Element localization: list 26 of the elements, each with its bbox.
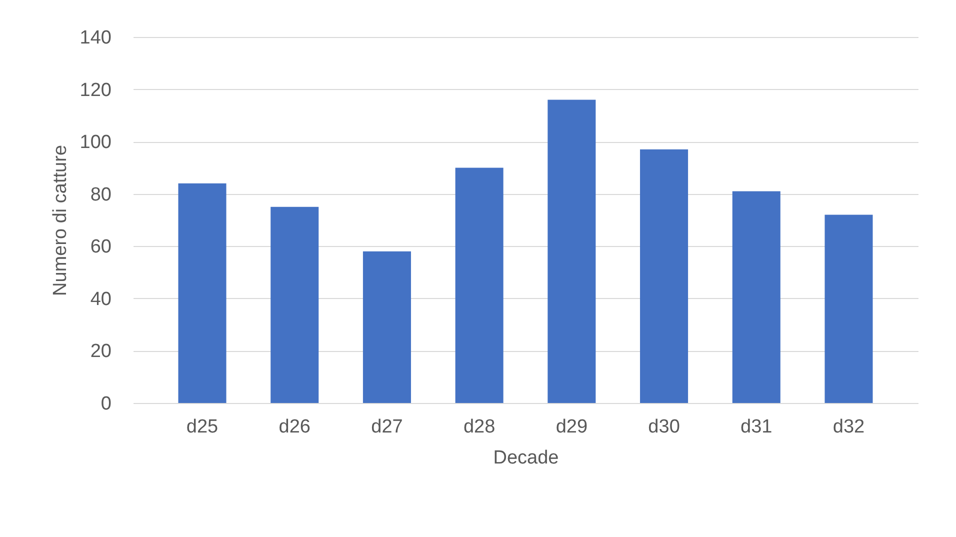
x-tick-label: d32	[832, 416, 865, 438]
y-axis-title: Numero di catture	[50, 144, 71, 296]
bar	[362, 251, 411, 403]
y-tick-label: 80	[90, 184, 112, 206]
bar	[455, 168, 504, 403]
x-tick-label: d25	[186, 416, 218, 438]
y-tick-label: 140	[80, 28, 112, 48]
bar	[548, 100, 596, 403]
bar	[824, 214, 873, 403]
x-tick-label: d27	[371, 416, 403, 438]
x-tick-label: d30	[648, 416, 680, 438]
bar	[640, 149, 688, 403]
y-tick-label: 120	[80, 80, 112, 101]
x-tick-label: d31	[740, 416, 772, 438]
bar	[732, 191, 780, 403]
y-tick-label: 0	[100, 394, 112, 414]
y-tick-label: 40	[90, 288, 112, 310]
y-tick-label: 20	[90, 341, 112, 362]
y-tick-label: 100	[80, 132, 112, 154]
x-axis-title: Decade	[493, 448, 559, 468]
bar	[270, 206, 319, 403]
y-tick-label: 60	[90, 236, 112, 258]
x-tick-label: d29	[556, 416, 588, 438]
x-tick-label: d26	[278, 416, 310, 438]
x-tick-label: d28	[463, 416, 496, 438]
bar	[178, 183, 226, 403]
